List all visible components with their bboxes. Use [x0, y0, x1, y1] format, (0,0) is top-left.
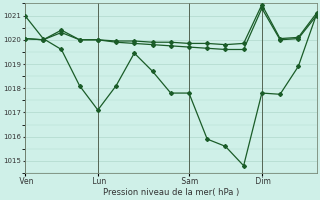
X-axis label: Pression niveau de la mer( hPa ): Pression niveau de la mer( hPa ): [103, 188, 239, 197]
